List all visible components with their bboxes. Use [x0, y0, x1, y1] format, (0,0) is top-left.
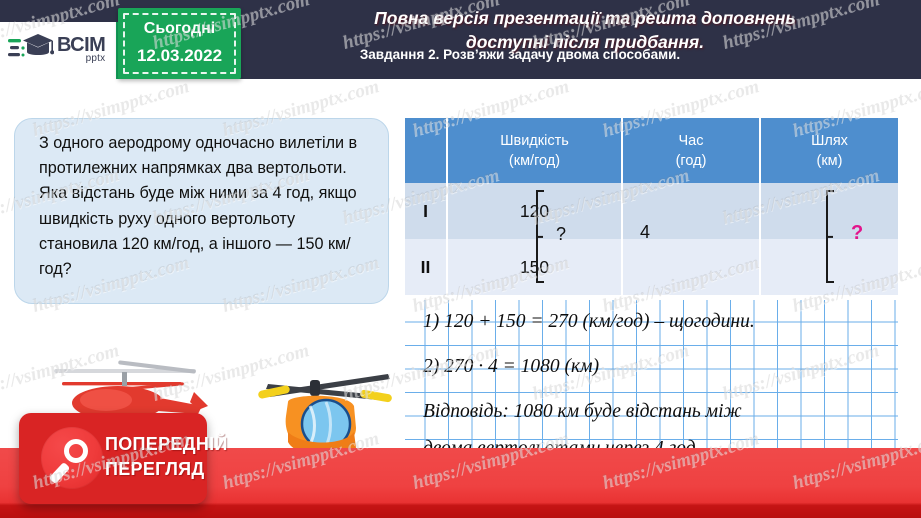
header-path-line2: (км) — [816, 152, 843, 169]
header-path-line1: Шлях — [811, 132, 848, 149]
table-header-speed: Швидкість (км/год) — [447, 118, 623, 183]
speed-brace-icon — [536, 190, 545, 283]
problem-card: З одного аеродрому одночасно вилетіли в … — [14, 118, 389, 304]
speed-question-mark: ? — [556, 224, 567, 244]
preview-button-label: ПОПЕРЕДНІЙ ПЕРЕГЛЯД — [105, 432, 228, 482]
time-merged-value: 4 — [640, 222, 651, 242]
banner-line-2: доступні після придбання. — [465, 32, 705, 52]
solution-graph-paper: 1) 120 + 150 = 270 (км/год) – щогодини. … — [405, 300, 898, 470]
header-time-line1: Час — [678, 132, 704, 149]
row-path — [760, 183, 898, 239]
logo[interactable]: ВСІМ pptx — [0, 22, 116, 79]
row-index: II — [405, 239, 448, 295]
solution-step-2: 2) 270 · 4 = 1080 (км) — [423, 356, 600, 377]
data-table: Швидкість (км/год) Час (год) Шлях (км) I… — [405, 118, 898, 295]
solution-step-1: 1) 120 + 150 = 270 (км/год) – щогодини. — [423, 311, 755, 332]
header-time-line2: (год) — [675, 152, 707, 169]
table-row: I 120 — [405, 183, 898, 239]
row-speed: 120 — [447, 183, 623, 239]
table-header-row: Швидкість (км/год) Час (год) Шлях (км) — [405, 118, 898, 183]
row-index: I — [405, 183, 448, 239]
table-header-path: Шлях (км) — [760, 118, 898, 183]
preview-button-line-1: ПОПЕРЕДНІЙ — [105, 434, 228, 454]
path-question-mark: ? — [851, 222, 864, 244]
preview-button-line-2: ПЕРЕГЛЯД — [105, 459, 205, 479]
table-header-time: Час (год) — [622, 118, 761, 183]
row-time — [622, 239, 761, 295]
banner-line-1: Повна версія презентації та решта доповн… — [374, 8, 796, 28]
row-time — [622, 183, 761, 239]
page-title: Завдання 2. Розв’яжи задачу двома способ… — [359, 47, 681, 62]
purchase-banner-text: Повна версія презентації та решта доповн… — [285, 6, 885, 54]
path-brace-icon — [826, 190, 835, 283]
problem-text: З одного аеродрому одночасно вилетіли в … — [39, 134, 358, 279]
preview-button[interactable]: ПОПЕРЕДНІЙ ПЕРЕГЛЯД — [19, 413, 228, 504]
table-row: II 150 — [405, 239, 898, 295]
solution-answer-line-1: Відповідь: 1080 км буде відстань між — [423, 401, 742, 422]
graduation-cap-icon — [8, 30, 55, 69]
red-helicopter-illustration — [22, 356, 222, 451]
row-speed: 150 — [447, 239, 623, 295]
table-header-index — [405, 118, 448, 183]
date-badge: Сьогодні 12.03.2022 — [118, 8, 241, 79]
row-path — [760, 239, 898, 295]
header-speed-line1: Швидкість — [500, 132, 569, 149]
magnifier-icon — [41, 427, 103, 489]
header-speed-line2: (км/год) — [508, 152, 561, 169]
date-value: 12.03.2022 — [136, 46, 223, 65]
date-label: Сьогодні — [143, 20, 216, 37]
logo-subtitle: pptx — [85, 53, 106, 64]
logo-title: ВСІМ — [57, 34, 106, 56]
